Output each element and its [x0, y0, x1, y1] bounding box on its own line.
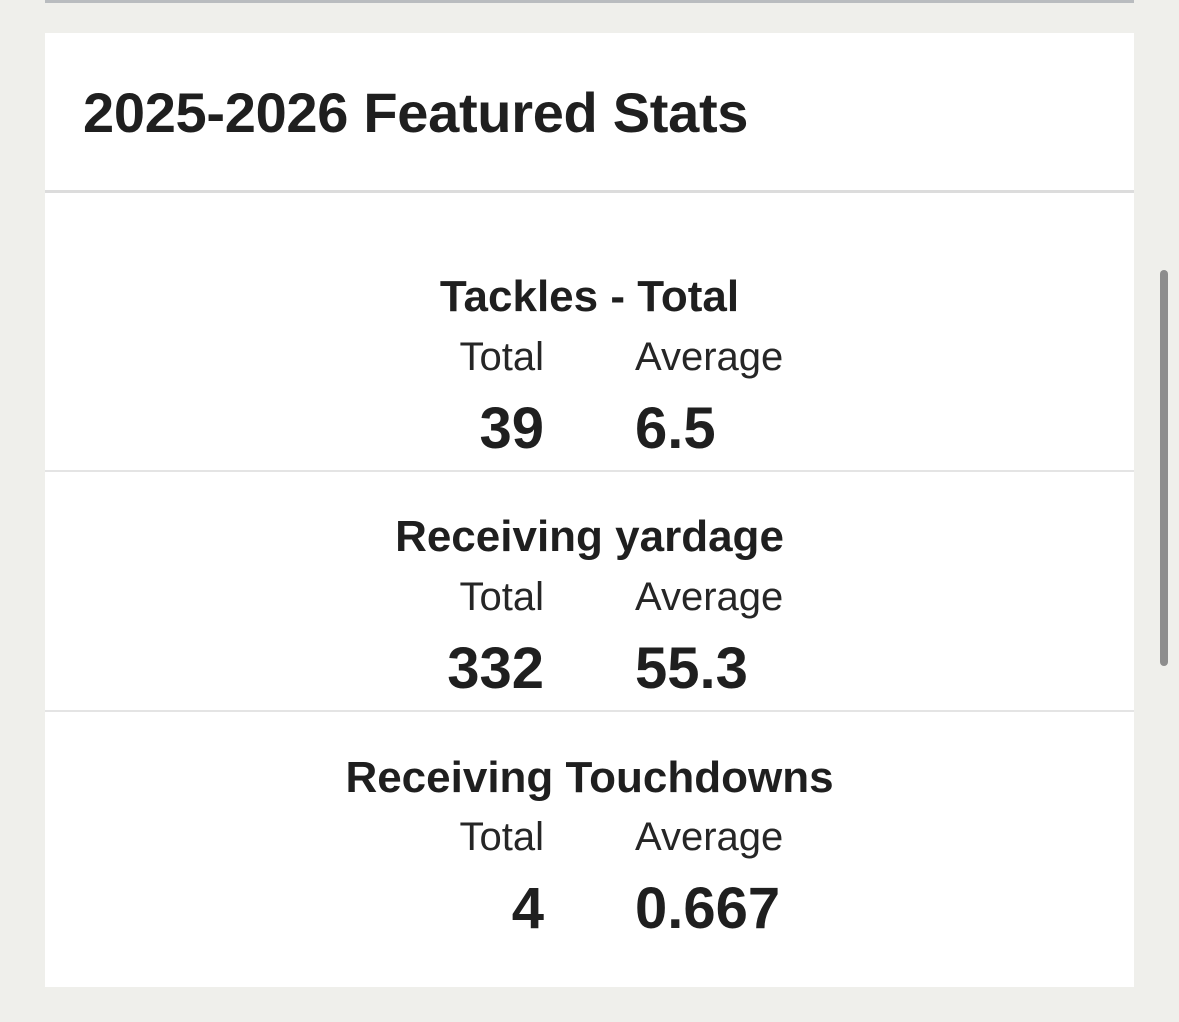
average-label: Average — [635, 815, 784, 859]
total-value: 332 — [447, 636, 544, 701]
total-label: Total — [459, 335, 545, 379]
total-label: Total — [459, 575, 545, 619]
average-label: Average — [635, 575, 784, 619]
vertical-scrollbar[interactable] — [1160, 270, 1168, 666]
featured-stats-card: 2025-2026 Featured Stats Tackles - Total… — [45, 33, 1134, 987]
stat-name: Receiving Touchdowns — [345, 753, 834, 802]
average-label: Average — [635, 335, 784, 379]
stat-tackles-total: Tackles - Total Total Average 39 6.5 — [45, 193, 1134, 472]
average-value: 55.3 — [635, 636, 748, 701]
total-value: 39 — [479, 396, 544, 461]
total-value: 4 — [511, 876, 544, 941]
average-value: 6.5 — [635, 396, 716, 461]
stat-name: Receiving yardage — [395, 512, 784, 561]
stat-receiving-touchdowns: Receiving Touchdowns Total Average 4 0.6… — [45, 712, 1134, 987]
stat-name: Tackles - Total — [439, 272, 740, 321]
card-header: 2025-2026 Featured Stats — [45, 33, 1134, 193]
stat-receiving-yardage: Receiving yardage Total Average 332 55.3 — [45, 472, 1134, 712]
average-value: 0.667 — [635, 876, 781, 941]
card-title: 2025-2026 Featured Stats — [83, 81, 749, 144]
total-label: Total — [459, 815, 545, 859]
top-divider — [45, 0, 1134, 3]
